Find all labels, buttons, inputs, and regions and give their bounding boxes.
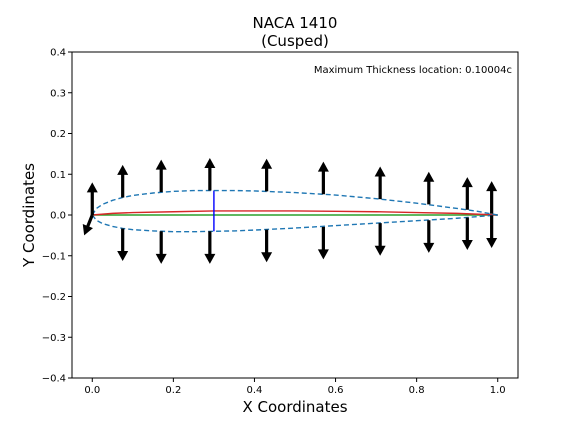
axes: 0.0 0.2 0.4 0.6 0.8 1.0 −0.4 −0.3 −0.2 −0.1 0.0 0.1… (42, 48, 506, 397)
x-axis-label: X Coordinates (242, 398, 347, 416)
max-thickness-annotation: Maximum Thickness location: 0.10004c (314, 65, 512, 76)
normal-vector-arrow-lower (204, 231, 216, 264)
normal-vector-arrow-lower (461, 217, 473, 251)
normal-vector-arrow-lower (155, 231, 167, 264)
lower-surface-line (91, 214, 498, 233)
normal-vector-arrow-upper (204, 157, 216, 191)
normal-vector-arrow-upper (317, 161, 329, 195)
plot-frame (71, 51, 519, 379)
y-axis-label: Y Coordinates (20, 163, 38, 268)
y-tick-label: 0.0 (50, 211, 66, 222)
y-tick-label: −0.3 (42, 333, 66, 344)
x-tick-label: 0.2 (165, 385, 181, 396)
y-tick-label: −0.2 (42, 292, 66, 303)
normal-vector-arrow-lower (423, 220, 435, 253)
plot-marks (82, 157, 498, 264)
y-tick-label: 0.3 (50, 88, 66, 99)
upper-surface-line (91, 189, 498, 216)
normal-vector-arrow-lower (82, 214, 94, 236)
x-tick-label: 0.4 (247, 385, 263, 396)
x-tick-label: 1.0 (490, 385, 506, 396)
y-tick-label: 0.2 (50, 129, 66, 140)
normal-vector-arrow-upper (86, 182, 98, 215)
chart-subtitle: (Cusped) (261, 32, 329, 50)
normal-vector-arrow-upper (423, 171, 435, 205)
normal-vector-arrow-upper (155, 159, 167, 193)
y-tick-label: 0.1 (50, 170, 66, 181)
normal-vector-arrow-upper (461, 177, 473, 210)
normal-vector-arrow-upper (261, 158, 273, 192)
chart-title: NACA 1410 (253, 14, 338, 32)
normal-vector-arrow-lower (317, 226, 329, 260)
normal-vector-arrow-lower (374, 223, 386, 256)
normal-vector-arrow-lower (117, 228, 129, 262)
y-tick-label: −0.4 (42, 374, 66, 385)
y-tick-label: 0.4 (50, 48, 66, 59)
x-tick-label: 0.0 (84, 385, 100, 396)
normal-vector-arrow-upper (374, 166, 386, 200)
normal-vector-arrow-upper (117, 164, 129, 198)
normal-vector-arrow-upper (486, 181, 498, 214)
normal-vector-arrow-lower (261, 229, 273, 263)
x-tick-label: 0.6 (328, 385, 344, 396)
camber-line-line (92, 210, 498, 216)
normal-vector-arrow-lower (486, 215, 498, 249)
y-tick-label: −0.1 (42, 251, 66, 262)
x-tick-label: 0.8 (409, 385, 425, 396)
